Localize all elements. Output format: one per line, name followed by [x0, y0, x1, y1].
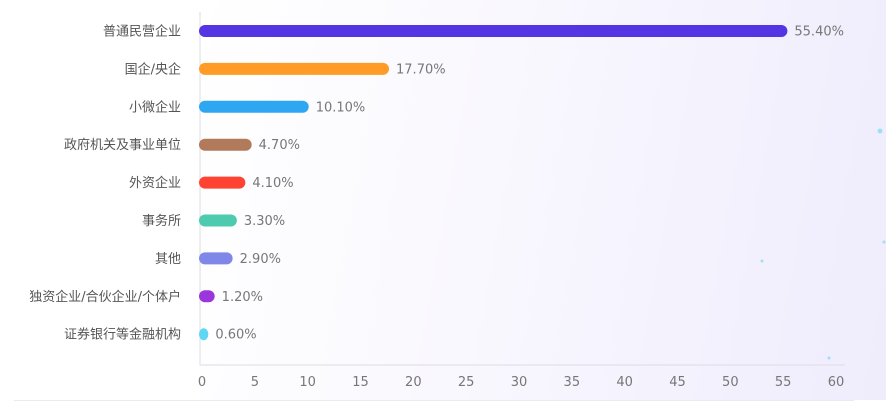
category-label: 国企/央企	[125, 61, 181, 77]
bar	[199, 25, 788, 37]
bar	[199, 100, 309, 113]
category-label: 普通民营企业	[103, 24, 181, 40]
sparkle-dot	[827, 356, 831, 360]
sparkle-dot	[882, 240, 886, 244]
x-tick-label: 40	[616, 375, 633, 390]
x-tick-label: 45	[669, 375, 686, 390]
x-tick-label: 15	[352, 375, 369, 390]
category-label: 外资企业	[129, 175, 181, 191]
category-label: 其他	[155, 252, 181, 267]
value-label: 4.10%	[252, 176, 293, 191]
bar	[199, 328, 209, 341]
value-label: 2.90%	[240, 252, 281, 267]
x-tick-label: 10	[299, 375, 316, 390]
bar	[199, 252, 233, 265]
value-label: 3.30%	[244, 214, 285, 229]
value-label: 10.10%	[316, 100, 366, 115]
category-label: 事务所	[142, 213, 181, 229]
x-tick-label: 25	[458, 375, 475, 390]
bottom-divider	[14, 400, 854, 401]
category-label: 小微企业	[129, 99, 181, 115]
x-tick-label: 20	[405, 375, 422, 390]
bar	[199, 214, 237, 227]
value-label: 17.70%	[396, 62, 446, 77]
bar	[199, 138, 252, 151]
bar	[199, 290, 215, 303]
x-tick-label: 30	[511, 375, 528, 390]
x-tick-label: 5	[251, 375, 259, 390]
value-label: 1.20%	[222, 290, 263, 305]
sparkle-dot	[760, 259, 764, 263]
x-tick-label: 60	[828, 375, 845, 390]
category-label: 政府机关及事业单位	[64, 138, 181, 153]
category-label: 证券银行等金融机构	[64, 327, 181, 343]
bar	[199, 62, 390, 75]
x-tick-label: 55	[775, 375, 792, 390]
sparkle-dot	[877, 128, 883, 134]
x-tick-label: 35	[564, 375, 581, 390]
category-label: 独资企业/合伙企业/个体户	[29, 289, 181, 305]
value-label: 0.60%	[215, 328, 256, 343]
bar	[199, 176, 246, 189]
value-label: 55.40%	[794, 25, 844, 40]
x-tick-label: 50	[722, 375, 739, 390]
value-label: 4.70%	[259, 138, 300, 153]
x-tick-label: 0	[198, 375, 206, 390]
